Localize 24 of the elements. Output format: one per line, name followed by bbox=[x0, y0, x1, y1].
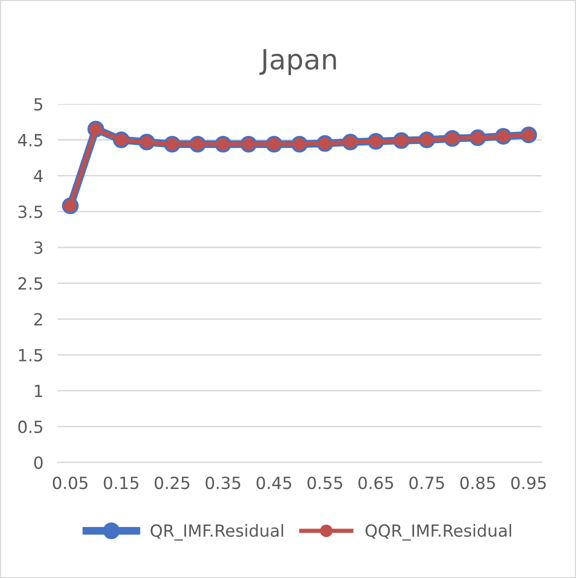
chart-title: Japan bbox=[259, 49, 336, 76]
y-tick-label: 1.5 bbox=[19, 349, 42, 362]
y-tick-label: 0.5 bbox=[18, 420, 42, 434]
x-tick-label: 0.95 bbox=[511, 476, 546, 490]
x-tick-label: 0.05 bbox=[52, 476, 88, 490]
x-tick-label: 0.75 bbox=[409, 476, 444, 490]
x-tick-label: 0.85 bbox=[460, 476, 495, 490]
legend-label: QQR_IMF.Residual bbox=[366, 524, 512, 541]
y-tick-label: 2.5 bbox=[18, 277, 42, 290]
y-tick-label: 3.5 bbox=[18, 206, 42, 218]
y-tick-label: 3 bbox=[34, 241, 42, 254]
x-tick-label: 0.45 bbox=[256, 476, 292, 490]
x-tick-label: 0.55 bbox=[308, 476, 342, 490]
y-tick-label: 0 bbox=[34, 456, 43, 469]
y-tick-label: 5 bbox=[34, 98, 42, 111]
y-tick-label: 4 bbox=[34, 170, 43, 182]
x-tick-label: 0.65 bbox=[358, 476, 394, 490]
legend-label: QR_IMF.Residual bbox=[150, 524, 284, 541]
x-tick-label: 0.35 bbox=[206, 476, 240, 490]
x-tick-label: 0.15 bbox=[104, 476, 138, 490]
y-tick-label: 4.5 bbox=[18, 134, 42, 146]
y-tick-label: 1 bbox=[34, 384, 42, 398]
x-tick-label: 0.25 bbox=[154, 476, 190, 490]
y-tick-label: 2 bbox=[34, 313, 42, 326]
